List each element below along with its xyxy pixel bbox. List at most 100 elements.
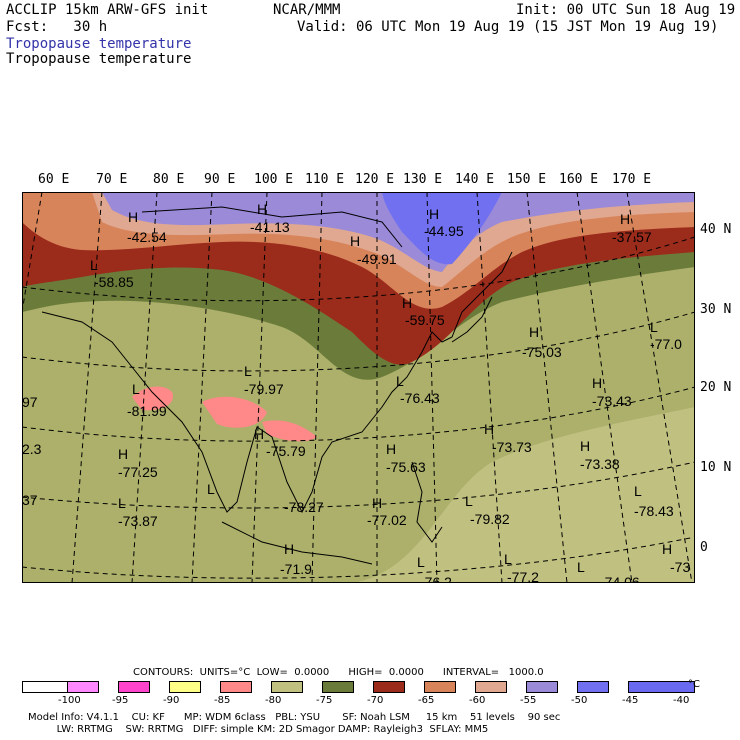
extremum-marker: H [257,201,267,217]
valid-time: Valid: 06 UTC Mon 19 Aug 19 (15 JST Mon … [297,19,719,35]
colorbar-unit: °C [688,679,700,690]
model-title: ACCLIP 15km ARW-GFS init [6,2,209,18]
extremum-value: -73.43 [592,393,632,409]
extremum-marker: L [634,483,642,499]
extremum-value: -37.57 [612,229,652,245]
edge-value: 97 [22,394,38,410]
extremum-value: -58.85 [94,274,134,290]
extremum-marker: H [484,421,494,437]
lon-label: 150 E [507,172,547,187]
model-info-line-1: Model Info: V4.1.1 CU: KF MP: WDM 6class… [28,712,561,723]
lon-label: 140 E [455,172,495,187]
colorbar-swatch [169,681,201,693]
extremum-marker: H [254,426,264,442]
colorbar-swatch [475,681,507,693]
extremum-value: -71.9 [280,561,312,577]
extremum-value: -42.54 [127,229,167,245]
colorbar-swatch [118,681,150,693]
colorbar-tick: -70 [367,695,384,706]
extremum-marker: L [504,551,512,567]
extremum-value: -77.25 [118,464,158,480]
extremum-marker: H [284,541,294,557]
extremum-marker: H [592,375,602,391]
lon-label: 60 E [38,172,70,187]
extremum-marker: L [90,257,98,273]
graticule [22,192,695,583]
colorbar-swatch [220,681,252,693]
extremum-value: -73.73 [492,439,532,455]
colorbar-swatch [22,681,68,693]
colorbar-swatch [271,681,303,693]
lat-label: 20 N [700,380,732,395]
extremum-value: -73.87 [118,513,158,529]
extremum-value: -73.38 [580,456,620,472]
colorbar-tick: -75 [316,695,333,706]
extremum-value: -77.2 [507,569,539,583]
extremum-value: -77.02 [367,512,407,528]
colorbar-swatch [373,681,405,693]
extremum-value: -73 [670,559,690,575]
field-band-80 [132,386,317,442]
lon-label: 120 E [355,172,395,187]
lat-label: 10 N [700,460,732,475]
extremum-value: -49.91 [357,251,397,267]
extremum-marker: L [132,381,140,397]
colorbar-swatch [322,681,354,693]
model-info-line-2: LW: RRTMG SW: RRTMG DIFF: simple KM: 2D … [28,724,489,735]
extremum-marker: L [118,495,126,511]
colorbar-tick: -65 [418,695,435,706]
extremum-marker: L [577,559,585,575]
extremum-marker: L [244,363,252,379]
extremum-marker: L [465,493,473,509]
extremum-marker: H [350,233,360,249]
extremum-marker: L [396,373,404,389]
extremum-value: -41.13 [250,219,290,235]
extremum-value: -76.43 [400,390,440,406]
extremum-value: -74.06 [600,574,640,583]
extremum-marker: H [402,295,412,311]
colorbar-swatch [628,681,695,693]
lon-label: 130 E [403,172,443,187]
edge-value: 2.3 [22,441,42,457]
extremum-marker: H [529,324,539,340]
extremum-marker: H [620,211,630,227]
init-time: Init: 00 UTC Sun 18 Aug 19 [516,2,736,18]
lat-label: 0 [700,540,708,555]
colorbar-swatch [67,681,99,693]
lon-label: 110 E [305,172,345,187]
colorbar-tick: -95 [112,695,129,706]
extremum-marker: H [662,541,672,557]
colorbar-swatch [424,681,456,693]
coastlines [41,206,513,565]
extremum-value: -44.95 [424,223,464,239]
extremum-value: -79.82 [470,511,510,527]
extremum-marker: L [650,319,658,335]
lon-label: 90 E [204,172,236,187]
lon-label: 170 E [612,172,652,187]
colorbar-tick: -45 [622,695,639,706]
extremum-marker: L [417,554,425,570]
extremum-marker: H [429,206,439,222]
lon-label: 160 E [559,172,599,187]
colorbar-tick: -40 [673,695,690,706]
extremum-marker: L [207,481,215,497]
colorbar-tick: -100 [58,695,81,706]
field-name-primary: Tropopause temperature [6,36,192,52]
extremum-marker: H [128,209,138,225]
extremum-value: -81.99 [127,403,167,419]
extremum-marker: H [372,495,382,511]
lat-label: 40 N [700,222,732,237]
extremum-marker: H [580,438,590,454]
lon-label: 70 E [96,172,128,187]
extremum-value: -76.2 [420,574,452,583]
colorbar-tick: -55 [520,695,537,706]
extremum-marker: H [118,446,128,462]
lon-label: 100 E [254,172,294,187]
edge-value: 37 [22,492,38,508]
extremum-value: -75.03 [522,344,562,360]
colorbar-swatch [526,681,558,693]
center-label: NCAR/MMM [273,2,341,18]
colorbar-tick: -80 [265,695,282,706]
field-band-45 [382,192,502,265]
tropopause-temperature-map: H -42.54 H -41.13 H -49.91 H -44.95 H -3… [22,192,695,583]
